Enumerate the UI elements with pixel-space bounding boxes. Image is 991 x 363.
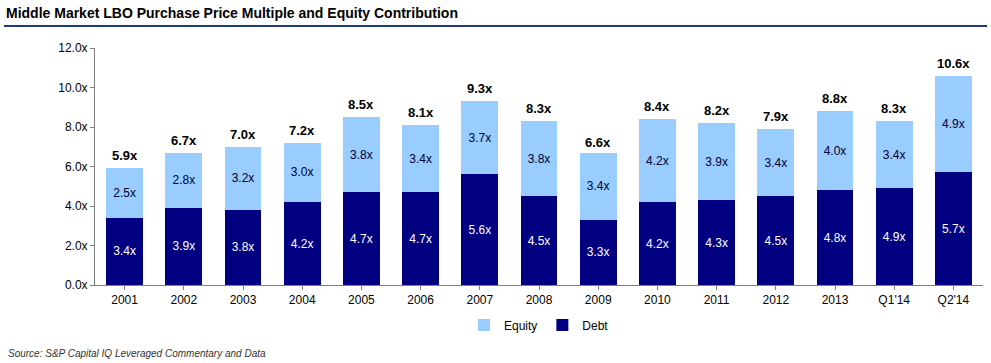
svg-text:3.4x: 3.4x: [764, 156, 787, 170]
svg-text:4.3x: 4.3x: [705, 236, 728, 250]
svg-text:10.0x: 10.0x: [58, 81, 87, 95]
svg-text:3.9x: 3.9x: [705, 155, 728, 169]
svg-text:Q2'14: Q2'14: [938, 293, 970, 307]
svg-text:3.4x: 3.4x: [409, 152, 432, 166]
svg-text:4.5x: 4.5x: [764, 234, 787, 248]
svg-text:4.0x: 4.0x: [824, 144, 847, 158]
svg-text:9.3x: 9.3x: [467, 81, 493, 96]
svg-text:3.0x: 3.0x: [291, 165, 314, 179]
svg-text:Equity: Equity: [504, 319, 537, 333]
svg-text:4.2x: 4.2x: [646, 237, 669, 251]
svg-text:8.1x: 8.1x: [408, 105, 434, 120]
svg-text:2007: 2007: [466, 293, 493, 307]
svg-text:3.3x: 3.3x: [587, 245, 610, 259]
svg-text:3.2x: 3.2x: [232, 171, 255, 185]
svg-text:4.7x: 4.7x: [350, 232, 373, 246]
svg-text:2009: 2009: [585, 293, 612, 307]
svg-text:3.8x: 3.8x: [528, 152, 551, 166]
svg-text:4.5x: 4.5x: [528, 234, 551, 248]
svg-text:8.3x: 8.3x: [881, 101, 907, 116]
svg-text:4.2x: 4.2x: [291, 237, 314, 251]
svg-text:Q1'14: Q1'14: [878, 293, 910, 307]
svg-text:0.0x: 0.0x: [65, 278, 88, 292]
svg-text:10.6x: 10.6x: [937, 56, 970, 71]
svg-text:7.9x: 7.9x: [763, 109, 789, 124]
svg-text:3.8x: 3.8x: [350, 148, 373, 162]
svg-text:4.8x: 4.8x: [824, 231, 847, 245]
svg-text:2002: 2002: [170, 293, 197, 307]
svg-text:5.7x: 5.7x: [942, 222, 965, 236]
svg-text:8.3x: 8.3x: [526, 101, 552, 116]
svg-text:Middle Market LBO Purchase Pri: Middle Market LBO Purchase Price Multipl…: [6, 5, 458, 21]
svg-text:Source: S&P Capital IQ Leverag: Source: S&P Capital IQ Leveraged Comment…: [8, 348, 266, 359]
svg-text:3.4x: 3.4x: [883, 148, 906, 162]
svg-text:2004: 2004: [289, 293, 316, 307]
svg-text:3.9x: 3.9x: [172, 239, 195, 253]
svg-text:8.5x: 8.5x: [348, 97, 374, 112]
svg-text:2005: 2005: [348, 293, 375, 307]
svg-text:2010: 2010: [644, 293, 671, 307]
svg-text:7.2x: 7.2x: [289, 123, 315, 138]
svg-text:2008: 2008: [526, 293, 553, 307]
svg-text:2003: 2003: [230, 293, 257, 307]
svg-text:8.4x: 8.4x: [644, 99, 670, 114]
svg-text:8.8x: 8.8x: [822, 91, 848, 106]
svg-text:6.7x: 6.7x: [171, 133, 197, 148]
svg-text:2012: 2012: [762, 293, 789, 307]
svg-text:6.0x: 6.0x: [65, 160, 88, 174]
svg-text:2.8x: 2.8x: [172, 173, 195, 187]
svg-text:5.9x: 5.9x: [112, 148, 138, 163]
svg-text:2001: 2001: [111, 293, 138, 307]
svg-text:2.5x: 2.5x: [113, 186, 136, 200]
svg-text:2011: 2011: [704, 293, 730, 307]
svg-text:3.4x: 3.4x: [113, 244, 136, 258]
svg-text:2006: 2006: [407, 293, 434, 307]
svg-text:4.9x: 4.9x: [942, 117, 965, 131]
svg-text:12.0x: 12.0x: [58, 41, 87, 55]
svg-text:4.0x: 4.0x: [65, 199, 88, 213]
svg-text:6.6x: 6.6x: [585, 135, 611, 150]
svg-text:8.2x: 8.2x: [704, 103, 730, 118]
svg-text:7.0x: 7.0x: [230, 127, 256, 142]
svg-text:4.9x: 4.9x: [883, 230, 906, 244]
svg-text:Debt: Debt: [582, 319, 608, 333]
svg-text:4.7x: 4.7x: [409, 232, 432, 246]
svg-text:2.0x: 2.0x: [65, 239, 88, 253]
svg-text:5.6x: 5.6x: [468, 223, 491, 237]
svg-text:3.4x: 3.4x: [587, 179, 610, 193]
svg-text:4.2x: 4.2x: [646, 154, 669, 168]
svg-text:2013: 2013: [822, 293, 849, 307]
svg-text:3.7x: 3.7x: [468, 131, 491, 145]
svg-text:8.0x: 8.0x: [65, 120, 88, 134]
svg-text:3.8x: 3.8x: [232, 240, 255, 254]
